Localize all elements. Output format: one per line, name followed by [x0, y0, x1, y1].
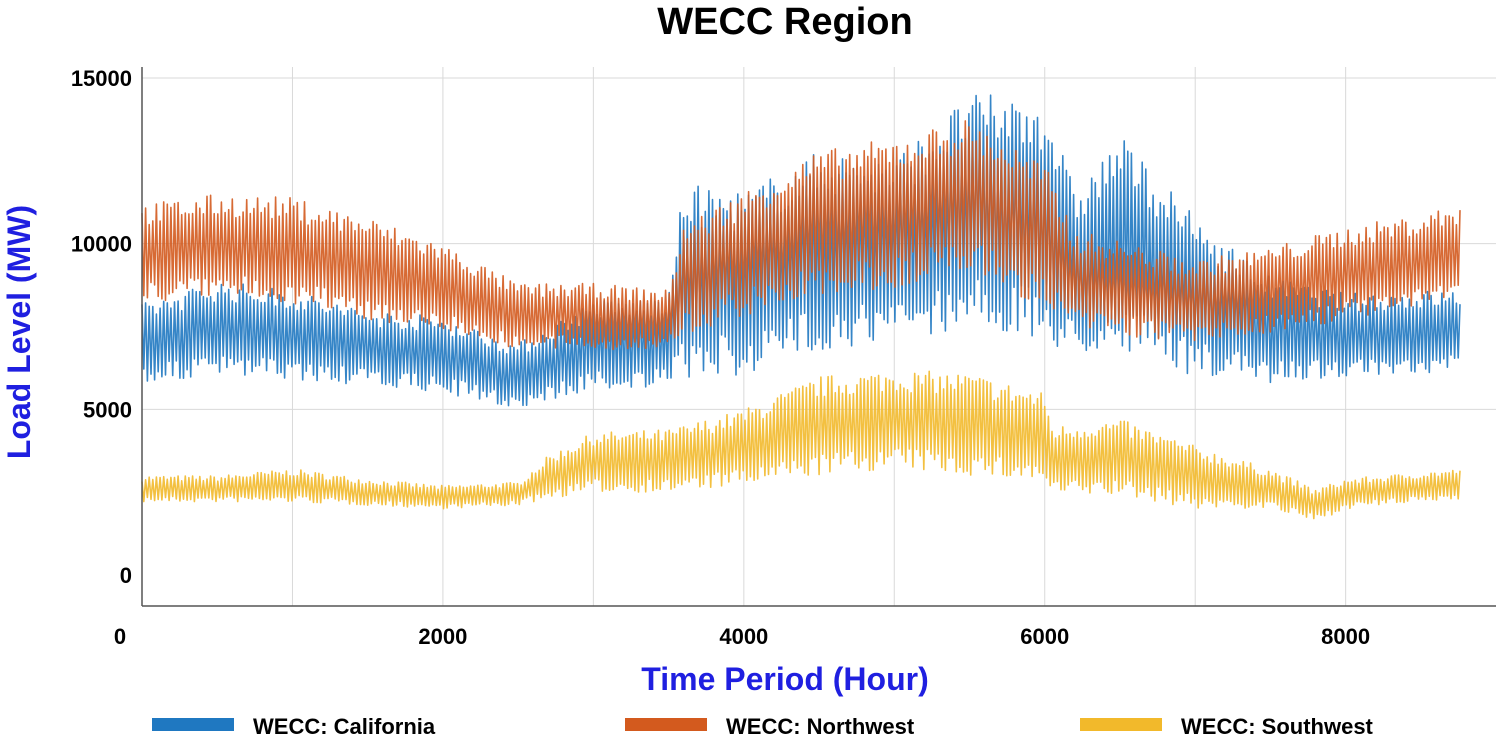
x-tick-label: 0: [114, 624, 126, 649]
legend-label: WECC: California: [253, 714, 436, 739]
x-tick-label: 2000: [418, 624, 467, 649]
legend-swatch: [625, 718, 707, 731]
series-line-2: [141, 370, 1461, 520]
x-axis-label: Time Period (Hour): [641, 661, 928, 697]
legend-swatch: [1080, 718, 1162, 731]
y-tick-labels: 0 5000 10000 15000: [71, 66, 132, 588]
y-axis-label: Load Level (MW): [1, 205, 37, 459]
chart-title: WECC Region: [657, 1, 912, 43]
legend-label: WECC: Southwest: [1181, 714, 1374, 739]
series-layer: [141, 94, 1461, 520]
legend: WECC: California WECC: Northwest WECC: Sou…: [152, 714, 1374, 739]
axes: [141, 67, 1496, 607]
y-tick-label: 10000: [71, 232, 132, 257]
x-tick-label: 6000: [1020, 624, 1069, 649]
x-tick-label: 8000: [1321, 624, 1370, 649]
x-tick-label: 4000: [719, 624, 768, 649]
y-tick-label: 15000: [71, 66, 132, 91]
x-tick-labels: 0 2000 4000 6000 8000: [114, 624, 1370, 649]
y-tick-label: 0: [120, 563, 132, 588]
legend-label: WECC: Northwest: [726, 714, 915, 739]
y-tick-label: 5000: [83, 397, 132, 422]
series-line-1: [141, 120, 1461, 351]
legend-swatch: [152, 718, 234, 731]
